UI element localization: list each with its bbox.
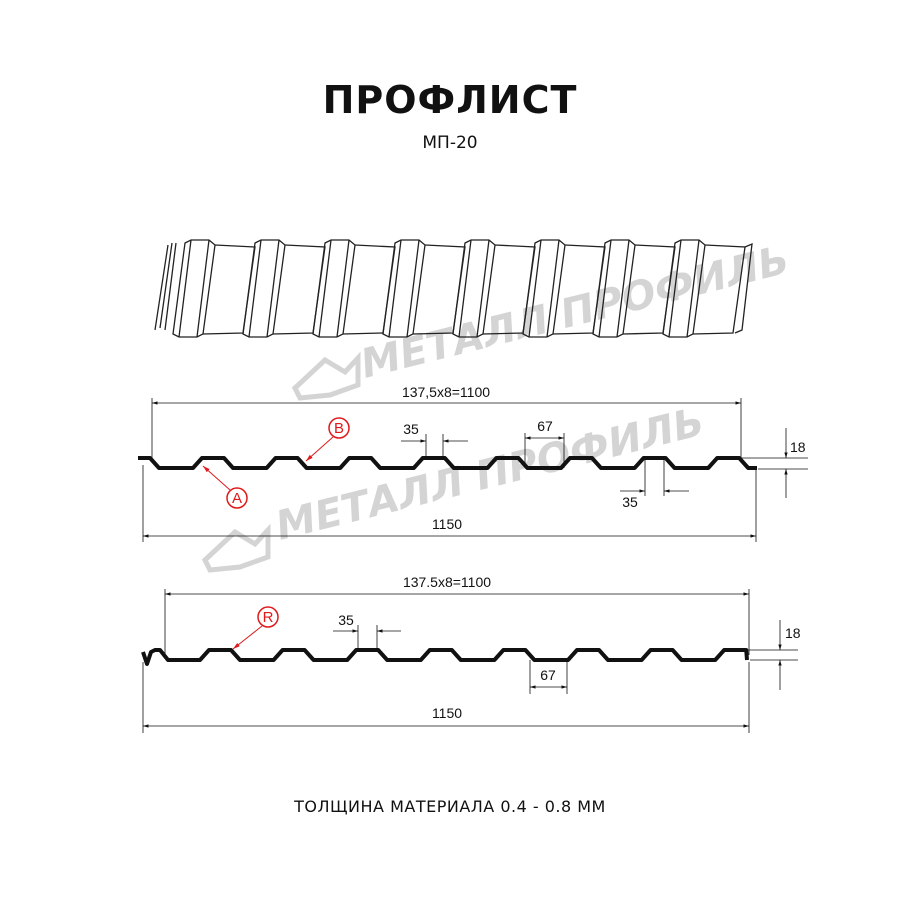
profile-a: 137,5x8=1100 1150 35 67 35 18 B bbox=[138, 384, 808, 542]
sheet-trough bbox=[692, 244, 746, 335]
profile-a-outline bbox=[138, 456, 757, 470]
sheet-edge bbox=[154, 242, 177, 331]
marker-r-label: R bbox=[263, 609, 274, 626]
trough-width-label: 35 bbox=[622, 494, 638, 510]
width-label-r: 1150 bbox=[432, 705, 462, 721]
sheet-trough bbox=[272, 244, 326, 335]
sheet-rib-fold bbox=[528, 239, 560, 338]
trough-flat-label: 67 bbox=[537, 418, 553, 434]
height-label: 18 bbox=[790, 439, 806, 455]
sheet-rib-fold bbox=[388, 239, 420, 338]
sheet-rib bbox=[172, 239, 216, 338]
sheet-rib-fold bbox=[668, 239, 700, 338]
height-label-r: 18 bbox=[785, 625, 801, 641]
sheet-end bbox=[734, 242, 753, 334]
pitch-label-r: 137.5x8=1100 bbox=[403, 574, 491, 590]
watermark-logo-1: МЕТАЛЛ ПРОФИЛЬ bbox=[291, 237, 794, 401]
trough-flat-label-r: 67 bbox=[540, 667, 556, 683]
width-label: 1150 bbox=[432, 516, 462, 532]
crest-width-label-r: 35 bbox=[338, 612, 354, 628]
marker-r-circle bbox=[257, 606, 279, 628]
sheet-rib-fold bbox=[458, 239, 490, 338]
crest-width-label: 35 bbox=[403, 421, 419, 437]
profile-r-outline bbox=[141, 648, 749, 666]
watermark-text-1: МЕТАЛЛ ПРОФИЛЬ bbox=[356, 237, 793, 388]
marker-a-label: A bbox=[232, 490, 242, 507]
sheet-3d-illustration bbox=[154, 239, 753, 338]
sheet-rib bbox=[242, 239, 286, 338]
material-thickness-note: ТОЛЩИНА МАТЕРИАЛА 0.4 - 0.8 ММ bbox=[294, 797, 606, 816]
page-subtitle: МП-20 bbox=[422, 133, 478, 153]
page-title: ПРОФЛИСТ bbox=[322, 78, 578, 122]
sheet-rib-fold bbox=[598, 239, 630, 338]
marker-a-circle bbox=[226, 487, 248, 509]
sheet-trough bbox=[342, 244, 396, 335]
sheet-trough bbox=[202, 244, 256, 335]
sheet-rib-fold bbox=[178, 239, 210, 338]
sheet-rib bbox=[382, 239, 426, 338]
marker-b-label: B bbox=[334, 420, 344, 437]
sheet-rib-fold bbox=[248, 239, 280, 338]
marker-b-circle bbox=[328, 417, 350, 439]
sheet-rib-fold bbox=[318, 239, 350, 338]
watermark-logo-2: МЕТАЛЛ ПРОФИЛЬ bbox=[201, 399, 709, 573]
pitch-label: 137,5x8=1100 bbox=[402, 384, 490, 400]
profile-r: 137.5x8=1100 1150 35 67 18 R bbox=[141, 574, 801, 733]
sheet-rib bbox=[312, 239, 356, 338]
